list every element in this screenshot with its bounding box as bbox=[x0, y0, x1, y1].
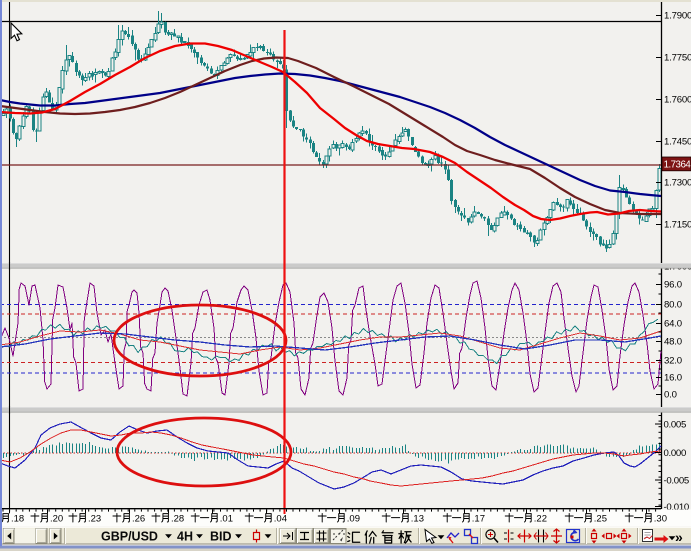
svg-text:.18: .18 bbox=[11, 514, 24, 525]
svg-text:32.0: 32.0 bbox=[664, 356, 682, 367]
svg-text:1.7900: 1.7900 bbox=[664, 11, 691, 22]
svg-text:1.7150: 1.7150 bbox=[664, 220, 691, 231]
svg-text:.13: .13 bbox=[411, 514, 424, 525]
svg-text:.04: .04 bbox=[274, 514, 287, 525]
svg-text:0.005: 0.005 bbox=[664, 420, 687, 431]
svg-text:.23: .23 bbox=[88, 514, 101, 525]
svg-text:GBP/USD: GBP/USD bbox=[101, 530, 158, 544]
svg-text:.09: .09 bbox=[347, 514, 360, 525]
svg-text:BID: BID bbox=[210, 530, 232, 544]
svg-text:1.7750: 1.7750 bbox=[664, 53, 691, 64]
svg-text:.01: .01 bbox=[220, 514, 233, 525]
svg-text:-0.005: -0.005 bbox=[664, 476, 689, 487]
svg-text:»: » bbox=[675, 529, 683, 545]
svg-text:.17: .17 bbox=[472, 514, 485, 525]
svg-text:1.7450: 1.7450 bbox=[664, 137, 691, 148]
svg-text:16.0: 16.0 bbox=[664, 373, 682, 384]
svg-text:.30: .30 bbox=[654, 514, 667, 525]
svg-text:.26: .26 bbox=[132, 514, 145, 525]
svg-text:80.0: 80.0 bbox=[664, 300, 682, 311]
svg-text:.28: .28 bbox=[171, 514, 184, 525]
svg-text:.22: .22 bbox=[534, 514, 547, 525]
svg-text:0.000: 0.000 bbox=[664, 448, 687, 459]
svg-text:-0.010: -0.010 bbox=[664, 502, 689, 513]
svg-text:.20: .20 bbox=[50, 514, 63, 525]
svg-text:48.0: 48.0 bbox=[664, 337, 682, 348]
svg-text:1.7300: 1.7300 bbox=[664, 178, 691, 189]
svg-text:64.0: 64.0 bbox=[664, 319, 682, 330]
svg-text:1.7364: 1.7364 bbox=[664, 160, 691, 171]
svg-text:.25: .25 bbox=[594, 514, 607, 525]
svg-text:1.7600: 1.7600 bbox=[664, 95, 691, 106]
svg-text:0.0: 0.0 bbox=[664, 390, 677, 401]
svg-text:4H: 4H bbox=[177, 530, 193, 544]
svg-text:96.0: 96.0 bbox=[664, 280, 682, 291]
